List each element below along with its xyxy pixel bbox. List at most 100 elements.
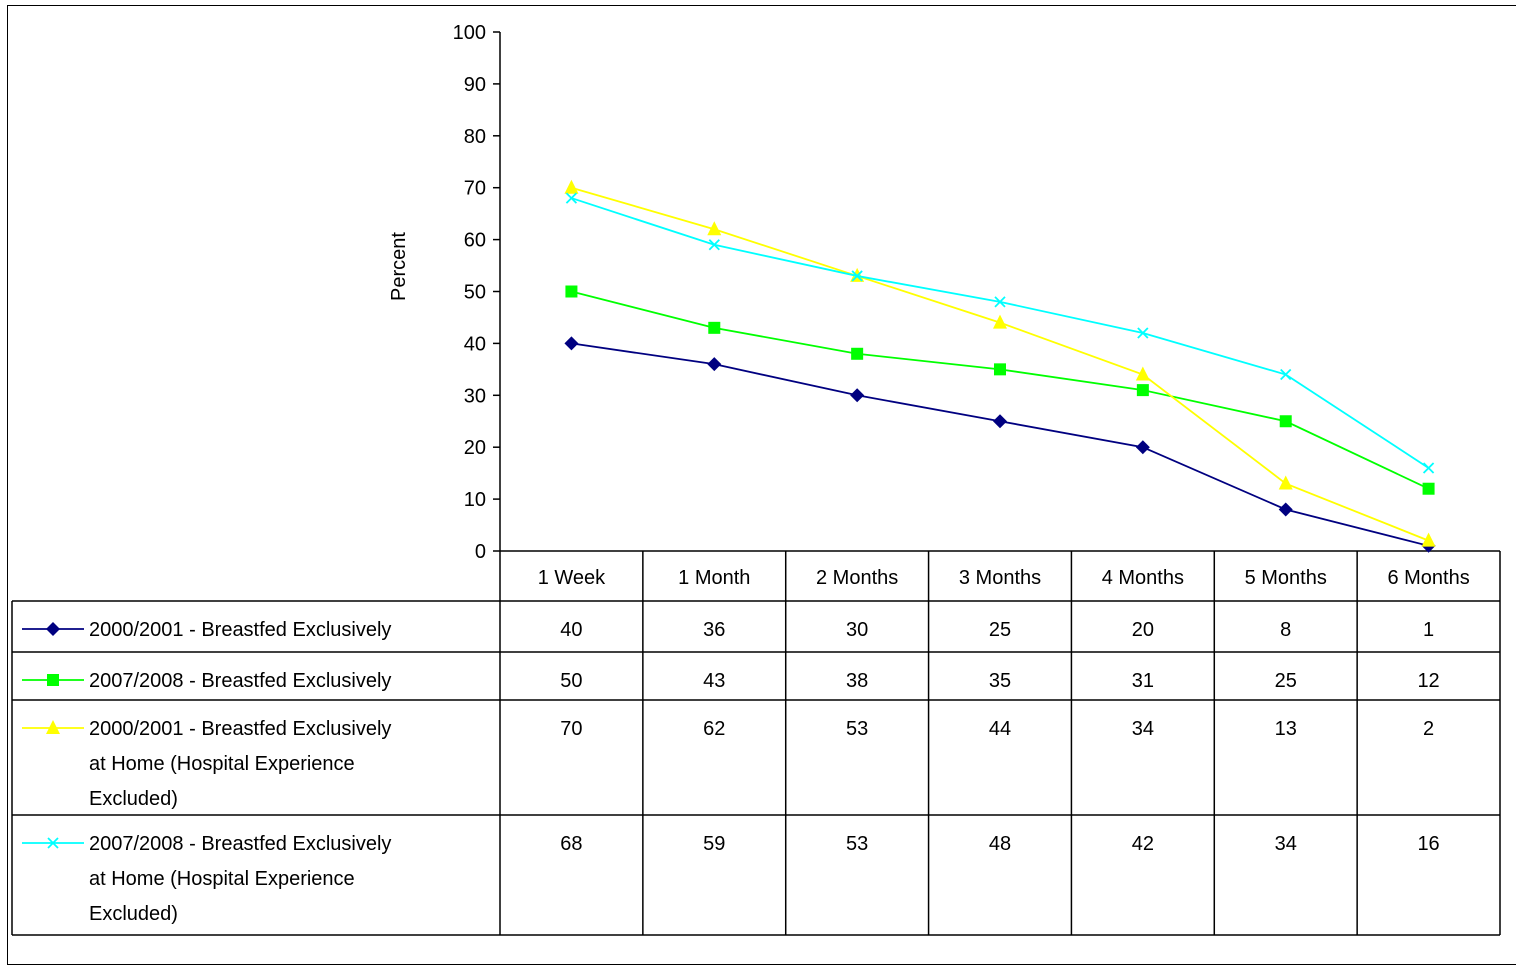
y-tick-label: 40 xyxy=(464,333,486,355)
data-point-stroke xyxy=(708,239,720,251)
data-value-label: 70 xyxy=(560,718,582,740)
data-point-stroke xyxy=(851,270,863,282)
x-category-label: 3 Months xyxy=(959,567,1041,589)
data-point xyxy=(1422,462,1435,474)
data-point xyxy=(1278,475,1293,490)
data-value-label: 8 xyxy=(1280,619,1291,641)
data-value-label: 34 xyxy=(1275,833,1297,855)
y-tick-label: 70 xyxy=(464,178,486,200)
data-point xyxy=(707,357,722,372)
series-4 xyxy=(565,192,1435,474)
data-value-label: 42 xyxy=(1132,833,1154,855)
data-point xyxy=(1279,415,1292,428)
legend-key-4 xyxy=(22,837,84,849)
data-point-stroke xyxy=(1280,368,1292,381)
series-3 xyxy=(564,179,1436,547)
data-point xyxy=(565,192,578,204)
data-value-label: 59 xyxy=(703,833,725,855)
data-point xyxy=(850,388,865,403)
data-value-label: 40 xyxy=(560,619,582,641)
data-point xyxy=(851,347,864,360)
data-point xyxy=(1136,384,1149,397)
data-value-label: 25 xyxy=(1275,670,1297,692)
data-point xyxy=(994,363,1006,376)
series-1 xyxy=(564,336,1436,553)
legend-label: 2000/2001 - Breastfed Exclusively xyxy=(89,718,391,740)
data-value-label: 35 xyxy=(989,670,1011,692)
legend-marker-stroke xyxy=(47,837,59,849)
data-value-label: 13 xyxy=(1275,718,1297,740)
data-point xyxy=(1278,502,1293,517)
y-tick-label: 60 xyxy=(464,230,486,252)
data-point-stroke xyxy=(994,296,1006,308)
data-value-label: 62 xyxy=(703,718,725,740)
x-category-label: 1 Week xyxy=(538,567,606,589)
legend-key-2 xyxy=(22,674,84,686)
y-tick-label: 0 xyxy=(475,541,486,563)
legend-label: 2007/2008 - Breastfed Exclusively xyxy=(89,670,391,692)
x-category-label: 5 Months xyxy=(1245,567,1327,589)
data-point xyxy=(851,270,863,282)
data-point-stroke xyxy=(1137,327,1149,339)
data-value-label: 31 xyxy=(1132,670,1154,692)
legend-key-3 xyxy=(22,720,84,734)
legend-marker xyxy=(46,720,60,734)
legend-marker xyxy=(47,674,59,686)
data-point xyxy=(564,336,579,351)
data-point xyxy=(1135,440,1150,455)
data-value-label: 50 xyxy=(560,670,582,692)
data-value-label: 12 xyxy=(1417,670,1439,692)
y-tick-label: 90 xyxy=(464,74,486,96)
y-tick-label: 50 xyxy=(464,282,486,304)
data-value-label: 25 xyxy=(989,619,1011,641)
data-point xyxy=(993,314,1007,329)
legend-label: Excluded) xyxy=(89,788,178,810)
data-point-stroke xyxy=(565,192,578,204)
data-value-label: 38 xyxy=(846,670,868,692)
y-tick-label: 80 xyxy=(464,126,486,148)
data-value-label: 53 xyxy=(846,833,868,855)
legend-marker xyxy=(46,622,60,636)
data-point xyxy=(1137,327,1149,339)
legend-marker xyxy=(47,837,59,849)
data-value-label: 16 xyxy=(1417,833,1439,855)
legend-label: at Home (Hospital Experience xyxy=(89,753,355,775)
data-value-label: 48 xyxy=(989,833,1011,855)
data-point xyxy=(565,285,578,298)
data-point xyxy=(708,239,720,251)
data-value-label: 2 xyxy=(1423,718,1434,740)
data-point xyxy=(1135,366,1150,381)
y-tick-label: 20 xyxy=(464,437,486,459)
data-point xyxy=(564,179,579,194)
data-value-label: 68 xyxy=(560,833,582,855)
legend-label: at Home (Hospital Experience xyxy=(89,868,355,890)
y-tick-label: 100 xyxy=(453,22,486,44)
data-value-label: 53 xyxy=(846,718,868,740)
data-point xyxy=(994,296,1006,308)
data-value-label: 30 xyxy=(846,619,868,641)
data-value-label: 20 xyxy=(1132,619,1154,641)
legend-label: 2000/2001 - Breastfed Exclusively xyxy=(89,619,391,641)
series-2 xyxy=(565,285,1435,495)
x-category-label: 6 Months xyxy=(1387,567,1469,589)
y-tick-label: 10 xyxy=(464,489,486,511)
legend-label: 2007/2008 - Breastfed Exclusively xyxy=(89,833,391,855)
data-point-stroke xyxy=(1422,462,1435,474)
legend-label: Excluded) xyxy=(89,903,178,925)
data-point xyxy=(1280,368,1292,381)
data-point xyxy=(993,414,1007,429)
y-tick-label: 30 xyxy=(464,385,486,407)
data-value-label: 1 xyxy=(1423,619,1434,641)
data-point xyxy=(1421,532,1436,547)
y-axis-title: Percent xyxy=(388,232,410,301)
data-value-label: 34 xyxy=(1132,718,1154,740)
data-point xyxy=(707,221,722,236)
x-category-label: 4 Months xyxy=(1102,567,1184,589)
data-value-label: 44 xyxy=(989,718,1011,740)
data-value-label: 43 xyxy=(703,670,725,692)
data-point xyxy=(1422,482,1435,495)
data-point xyxy=(708,321,721,334)
x-category-label: 2 Months xyxy=(816,567,898,589)
data-value-label: 36 xyxy=(703,619,725,641)
